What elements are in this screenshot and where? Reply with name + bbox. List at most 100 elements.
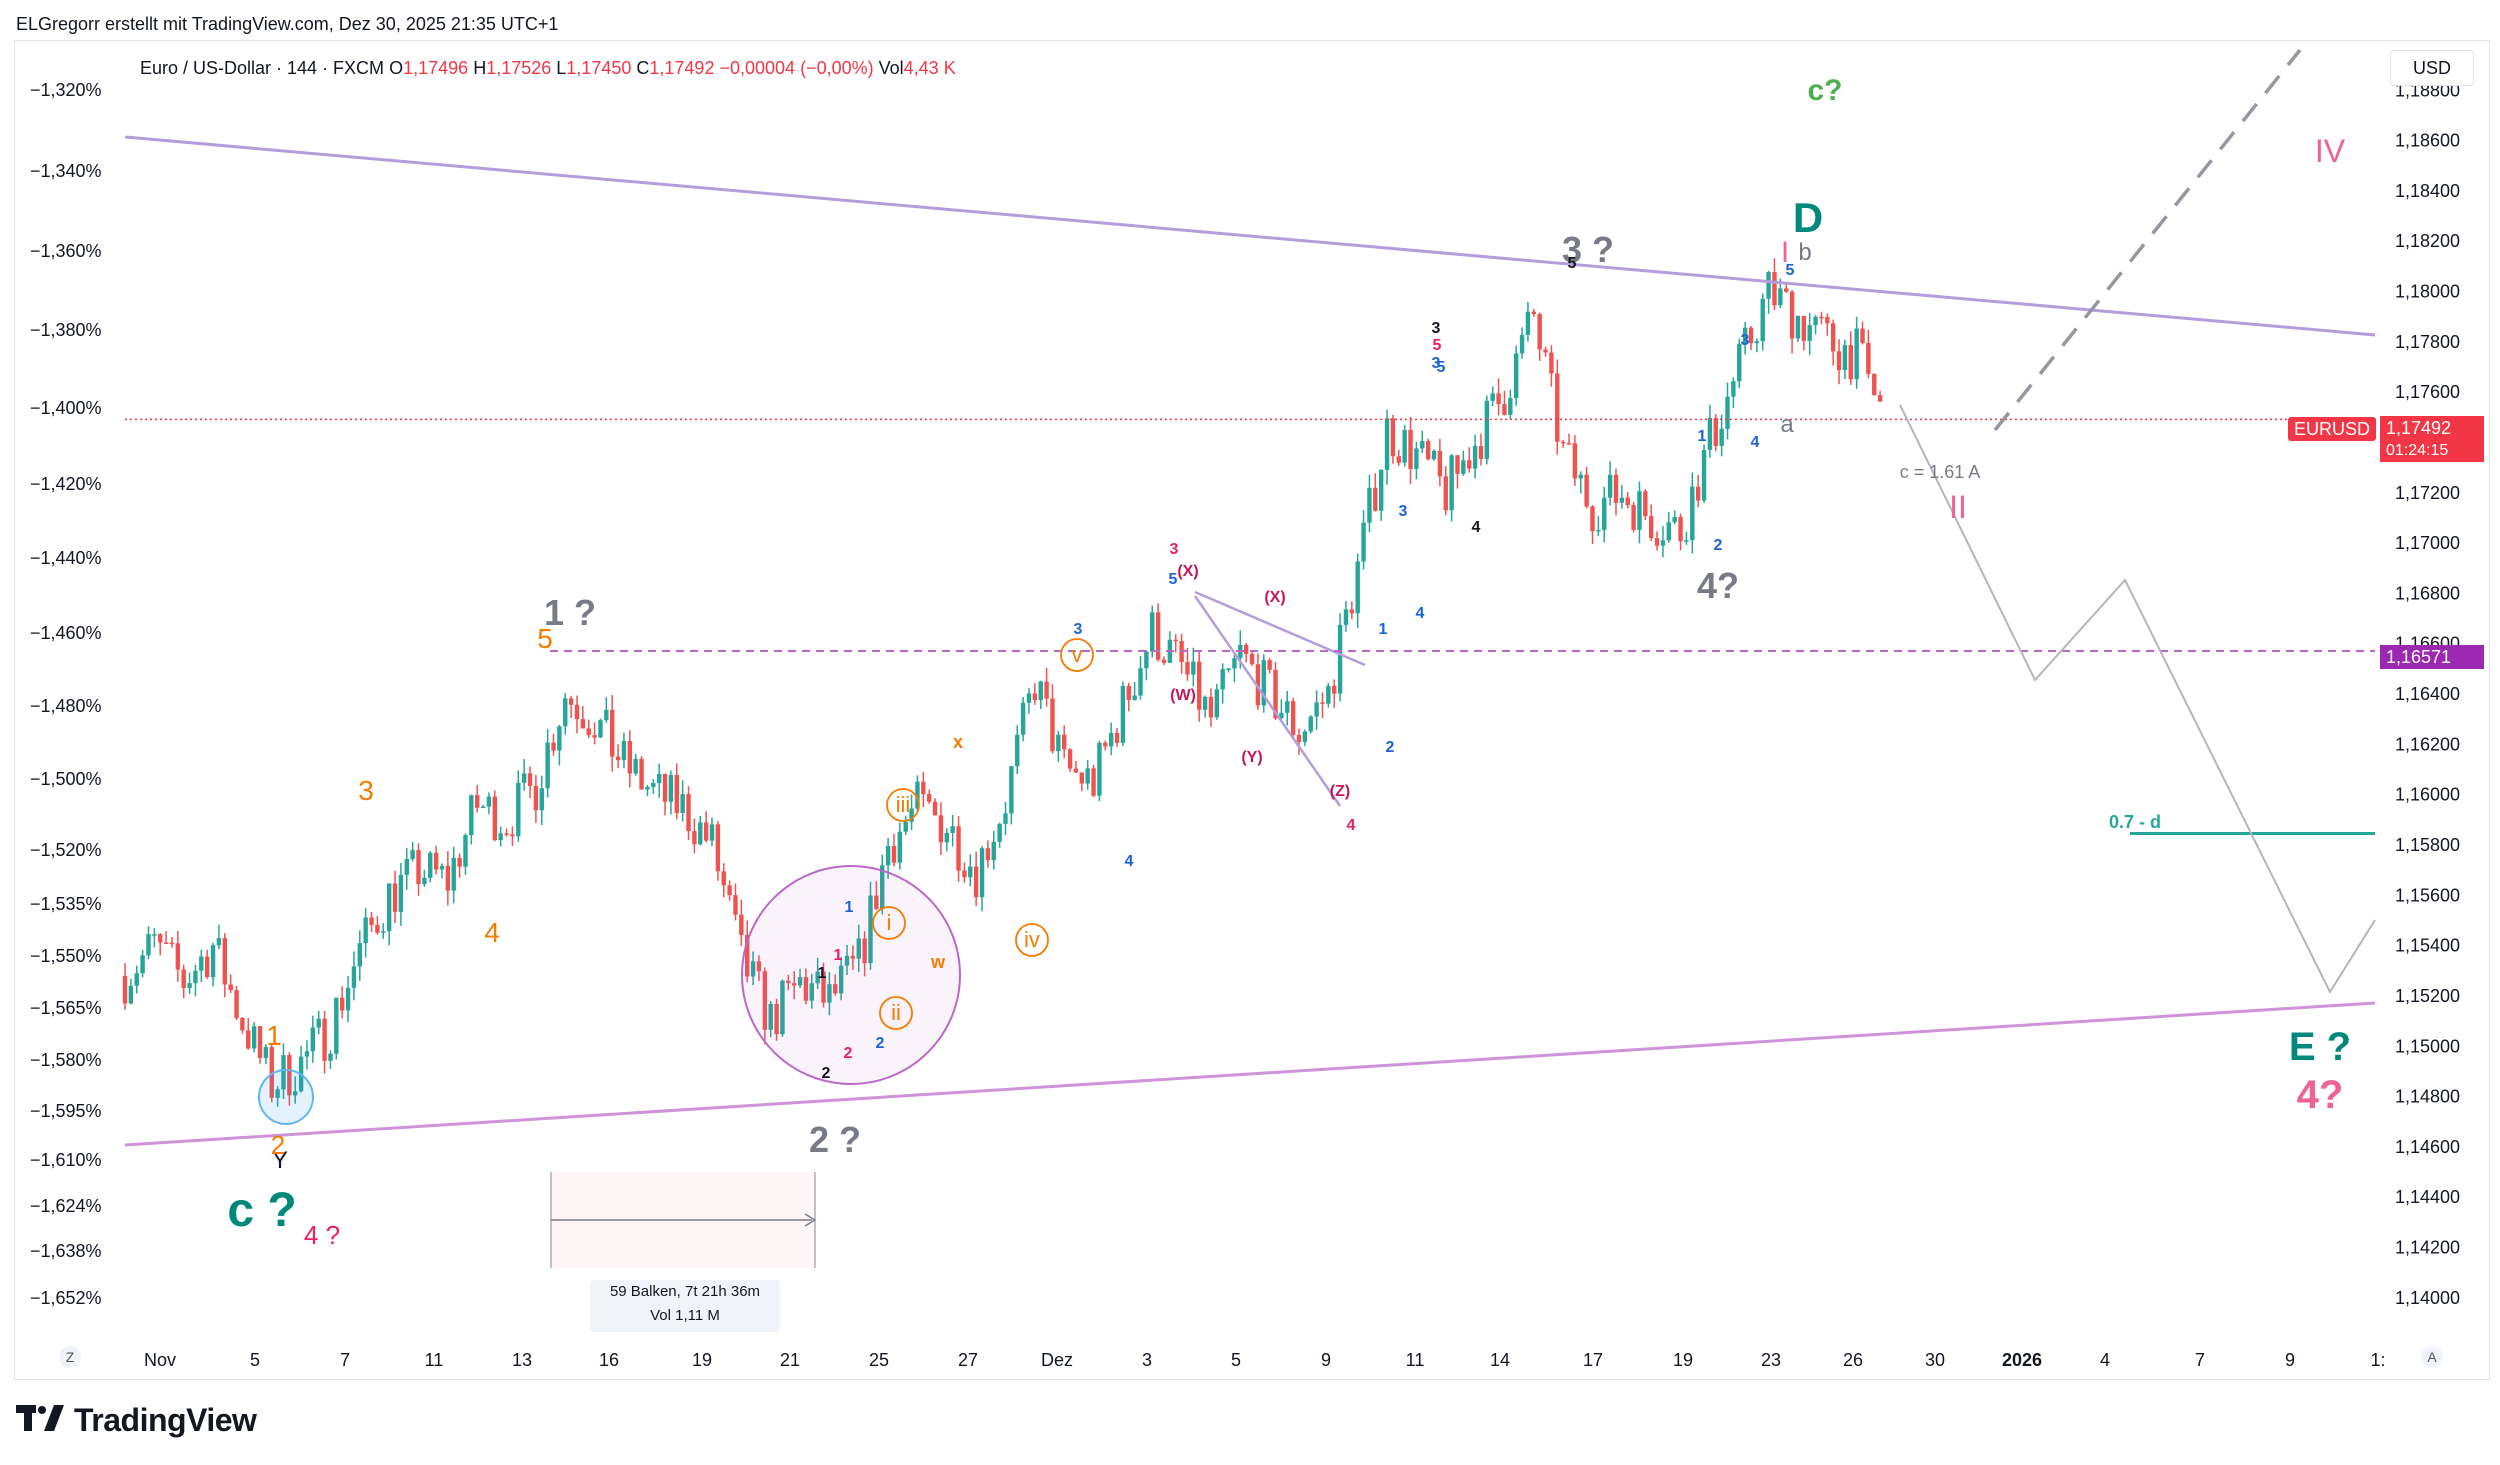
candle-body	[1273, 669, 1278, 719]
wave-label: 2	[1714, 537, 1723, 554]
wave-label: E ?	[2289, 1025, 2351, 1069]
wave-label: 3 ?	[1562, 229, 1614, 270]
candle-body	[1578, 474, 1583, 479]
range-measure-arrowhead	[804, 1213, 817, 1227]
candle-body	[844, 955, 850, 966]
candle-body	[275, 1089, 280, 1098]
candle-body	[1666, 522, 1672, 541]
candle-body	[1555, 373, 1560, 442]
candle-body	[692, 831, 697, 845]
candle-body	[1690, 486, 1695, 541]
legend-symbol[interactable]: Euro / US-Dollar · 144 · FXCM	[140, 58, 385, 78]
candle-body	[1801, 315, 1807, 341]
candle-body	[1390, 418, 1396, 457]
candle-body	[909, 808, 914, 822]
candle-body	[885, 846, 891, 866]
right-axis-tick: 1,14600	[2395, 1137, 2460, 1157]
candle-body	[703, 822, 709, 841]
candle-body	[1496, 393, 1501, 405]
candle-body	[1009, 766, 1014, 814]
candle-body	[1431, 450, 1437, 460]
wave-label: 3	[1170, 541, 1179, 558]
date-price-range-info: 59 Balken, 7t 21h 36m Vol 1,11 M	[590, 1280, 780, 1332]
currency-selector[interactable]: USD	[2390, 50, 2474, 86]
candle-body	[1384, 418, 1390, 470]
tradingview-logo-text: TradingView	[74, 1401, 257, 1438]
left-axis-tick: −1,360%	[30, 241, 102, 261]
range-volume-text: Vol 1,11 M	[650, 1307, 720, 1324]
wave-label-circle	[886, 788, 920, 822]
left-axis-tick: −1,520%	[30, 840, 102, 860]
wave-label: 1	[818, 965, 827, 982]
candle-body	[1513, 353, 1519, 399]
candle-body	[950, 826, 955, 833]
candle-body	[228, 984, 233, 991]
candle-body	[381, 931, 386, 933]
wave-label: 1	[834, 947, 843, 964]
candle-body	[551, 742, 556, 751]
candle-body	[433, 852, 439, 870]
wave-label: 2	[271, 1130, 285, 1160]
candle-body	[163, 942, 169, 945]
wave-label: 4	[1751, 434, 1760, 451]
candle-body	[1437, 450, 1443, 477]
candle-body	[1138, 668, 1143, 696]
upper-trendline	[124, 135, 2376, 337]
candle-body	[880, 865, 885, 910]
candle-body	[674, 774, 679, 813]
chart-attribution: ELGregorr erstellt mit TradingView.com, …	[16, 14, 559, 34]
wave-label: 1	[1379, 621, 1388, 638]
candle-body	[216, 938, 222, 946]
candle-body	[1860, 328, 1865, 343]
right-axis-tick: 1,17000	[2395, 533, 2460, 553]
x-axis-tick: 1:	[2370, 1350, 2385, 1370]
right-axis-tick: 1,16400	[2395, 684, 2460, 704]
left-axis-tick: −1,535%	[30, 894, 102, 914]
candle-body	[181, 969, 186, 988]
candle-body	[410, 850, 415, 860]
candle-body	[1243, 644, 1249, 654]
candle-body	[1255, 664, 1261, 706]
candle-body	[1766, 272, 1771, 299]
legend-change: −0,00004 (−0,00%)	[719, 58, 874, 78]
tradingview-logo[interactable]: TradingView	[16, 1400, 257, 1440]
candle-body	[451, 857, 456, 891]
candle-body	[874, 895, 879, 910]
candle-body	[944, 832, 949, 843]
right-axis-tick: 1,18000	[2395, 282, 2460, 302]
candle-body	[1572, 443, 1578, 479]
wave-label: (X)	[1264, 589, 1285, 606]
wave-label: II	[1949, 489, 1967, 525]
candle-body	[563, 698, 568, 727]
wave-label: (X)	[1177, 563, 1198, 580]
left-axis-tick: −1,380%	[30, 320, 102, 340]
candle-body	[686, 794, 691, 832]
candle-body	[750, 961, 756, 977]
candle-body	[304, 1051, 310, 1057]
candle-body	[1537, 314, 1542, 350]
wave-label: 5	[1169, 571, 1178, 588]
candle-body	[504, 833, 509, 835]
wave-label: 1	[845, 899, 854, 916]
auto-scale-button[interactable]: A	[2421, 1346, 2443, 1368]
candle-body	[1684, 540, 1689, 542]
left-axis-tick: −1,460%	[30, 623, 102, 643]
scale-zoom-button[interactable]: Z	[59, 1346, 81, 1368]
wave-label: a	[1780, 411, 1794, 438]
left-axis-tick: −1,420%	[30, 474, 102, 494]
candle-body	[457, 857, 462, 867]
candle-body	[733, 895, 738, 915]
x-axis-tick: 9	[1321, 1350, 1331, 1370]
candle-body	[827, 984, 832, 1003]
candle-body	[422, 877, 427, 885]
candle-body	[973, 866, 979, 898]
candle-body	[821, 971, 826, 1003]
candle-body	[979, 848, 985, 898]
x-axis-tick: 25	[869, 1350, 889, 1370]
candle-body	[1320, 702, 1325, 704]
wave-label: 4 ?	[304, 1220, 340, 1250]
candle-body	[210, 945, 216, 978]
candle-body	[1543, 349, 1548, 353]
candle-body	[516, 782, 521, 837]
